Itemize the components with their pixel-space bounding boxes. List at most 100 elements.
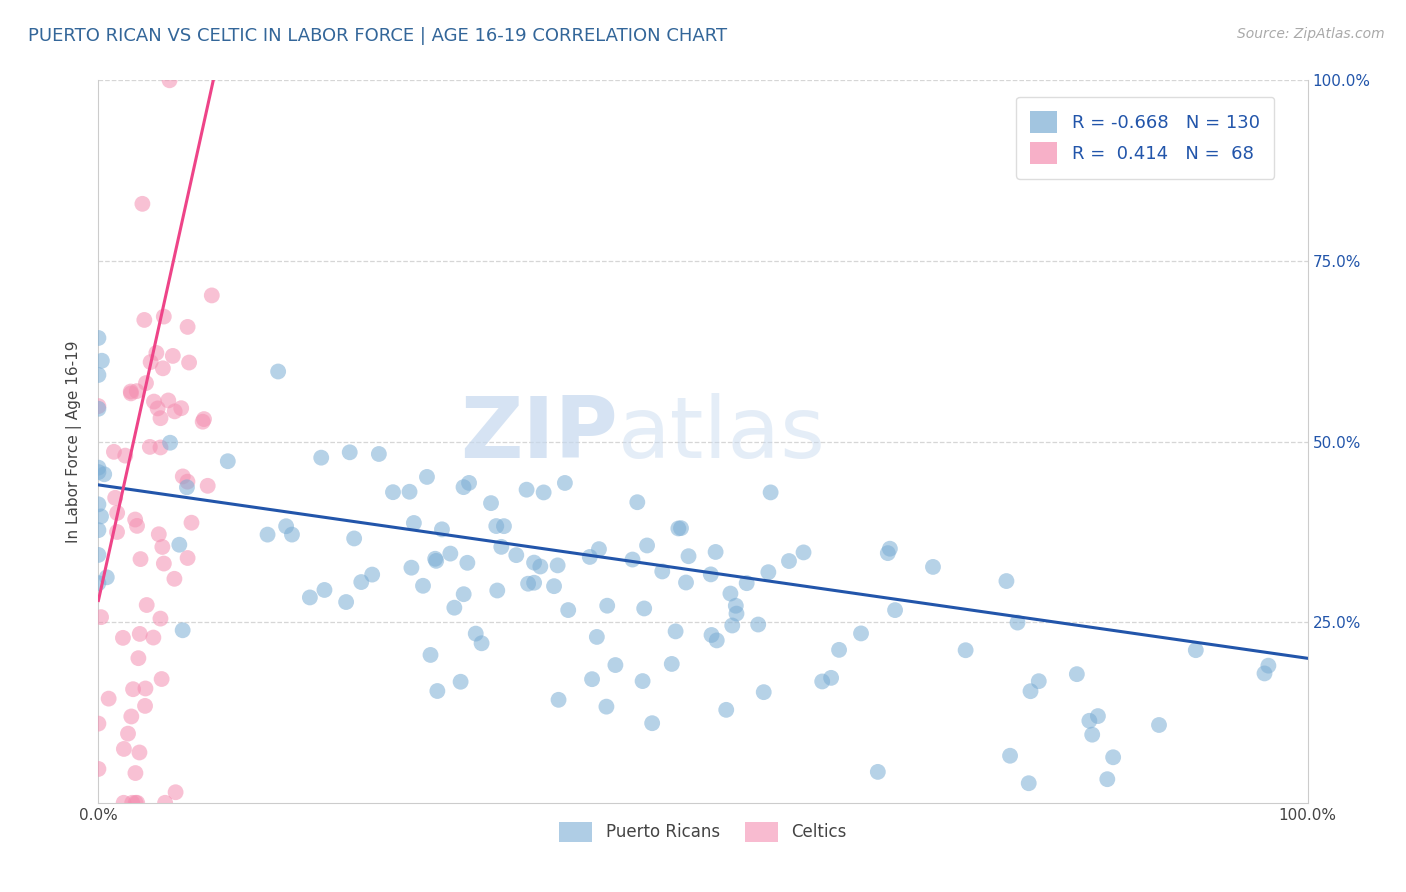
Point [402, 516, 425, 530]
Point [87, 460, 110, 475]
Point [464, 626, 486, 640]
Point [828, 643, 851, 657]
Point [90, 610, 112, 624]
Point [636, 539, 658, 553]
Point [335, 595, 357, 609]
Point [605, 658, 627, 673]
Point [523, 556, 546, 570]
Point [453, 587, 475, 601]
Point [516, 483, 538, 497]
Point [533, 485, 555, 500]
Point [1028, 674, 1050, 689]
Point [491, 540, 513, 554]
Point [169, 538, 191, 552]
Point [458, 475, 481, 490]
Point [177, 355, 200, 369]
Point [621, 552, 644, 566]
Point [426, 684, 449, 698]
Point [120, 384, 142, 399]
Point [87, 465, 110, 479]
Point [281, 527, 304, 541]
Point [87, 401, 110, 416]
Point [661, 657, 683, 671]
Point [1018, 776, 1040, 790]
Point [127, 651, 149, 665]
Point [134, 698, 156, 713]
Point [124, 766, 146, 780]
Point [1081, 728, 1104, 742]
Point [1097, 772, 1119, 787]
Point [105, 524, 128, 539]
Point [735, 576, 758, 591]
Point [759, 485, 782, 500]
Point [193, 412, 215, 426]
Point [176, 475, 198, 489]
Point [153, 310, 176, 324]
Point [105, 506, 128, 520]
Point [112, 742, 135, 756]
Point [114, 449, 136, 463]
Point [125, 519, 148, 533]
Point [1019, 684, 1042, 698]
Point [129, 552, 152, 566]
Point [665, 624, 688, 639]
Point [876, 546, 898, 560]
Point [718, 586, 741, 600]
Point [517, 576, 540, 591]
Point [547, 693, 569, 707]
Point [747, 617, 769, 632]
Text: ZIP: ZIP [461, 392, 619, 475]
Point [419, 648, 441, 662]
Point [134, 681, 156, 696]
Point [453, 480, 475, 494]
Point [134, 313, 156, 327]
Point [412, 579, 434, 593]
Point [124, 796, 146, 810]
Point [456, 556, 478, 570]
Point [792, 545, 814, 559]
Point [201, 288, 224, 302]
Point [256, 527, 278, 541]
Point [416, 470, 439, 484]
Point [87, 368, 110, 382]
Point [150, 540, 173, 554]
Point [87, 399, 110, 413]
Point [401, 560, 423, 574]
Point [922, 560, 945, 574]
Point [93, 467, 115, 482]
Point [849, 626, 872, 640]
Point [1007, 615, 1029, 630]
Point [585, 630, 607, 644]
Point [162, 349, 184, 363]
Point [811, 674, 834, 689]
Point [666, 521, 689, 535]
Point [149, 411, 172, 425]
Point [343, 532, 366, 546]
Point [425, 551, 447, 566]
Point [87, 548, 110, 562]
Point [1147, 718, 1170, 732]
Point [191, 415, 214, 429]
Point [678, 549, 700, 564]
Point [884, 603, 907, 617]
Point [485, 519, 508, 533]
Point [1078, 714, 1101, 728]
Point [820, 671, 842, 685]
Point [626, 495, 648, 509]
Point [124, 512, 146, 526]
Point [443, 600, 465, 615]
Point [596, 599, 619, 613]
Point [471, 636, 494, 650]
Point [153, 557, 176, 571]
Point [142, 631, 165, 645]
Point [149, 441, 172, 455]
Point [430, 522, 453, 536]
Point [104, 491, 127, 505]
Point [90, 353, 112, 368]
Point [492, 519, 515, 533]
Point [217, 454, 239, 468]
Point [152, 361, 174, 376]
Point [633, 601, 655, 615]
Point [1087, 709, 1109, 723]
Point [87, 331, 110, 345]
